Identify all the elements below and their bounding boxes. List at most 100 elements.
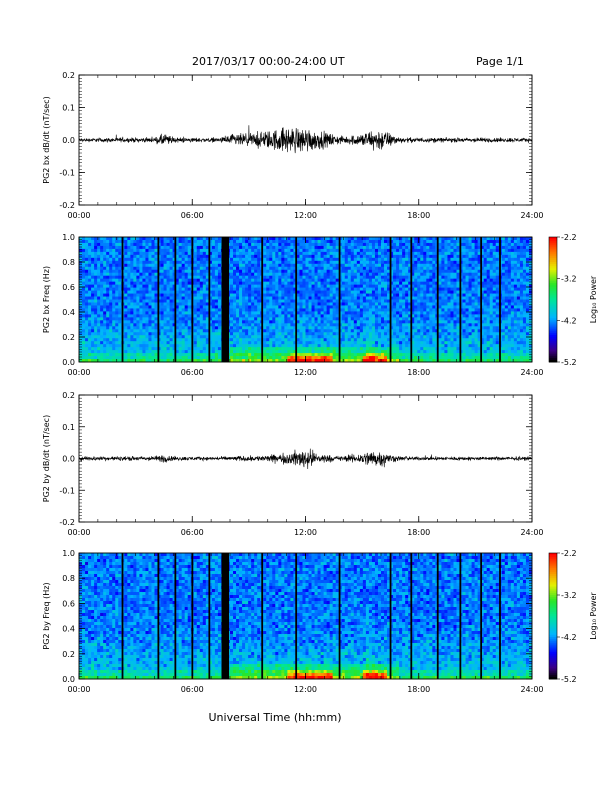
spectrogram-cell (100, 242, 104, 247)
spectrogram-cell (166, 290, 170, 294)
spectrogram-cell (350, 290, 355, 294)
spectrogram-cell (199, 320, 204, 324)
spectrogram-cell (214, 302, 219, 306)
y-tick-label: -0.2 (59, 201, 75, 210)
spectrogram-cell (332, 314, 337, 318)
spectrogram-cell (408, 338, 412, 342)
spectrogram-cell (199, 347, 204, 351)
spectrogram-cell (281, 281, 285, 286)
spectrogram-cell (344, 353, 349, 357)
spectrogram-cell (278, 356, 282, 360)
spectrogram-cell (329, 290, 334, 294)
spectrogram-cell (236, 359, 240, 363)
spectrogram-cell (233, 269, 237, 274)
spectrogram-cell (230, 275, 234, 280)
spectrogram-cell (100, 257, 104, 262)
spectrogram-cell (323, 299, 328, 303)
spectrogram-cell (169, 242, 174, 247)
spectrogram-cell (184, 284, 189, 288)
spectrogram-cell (79, 266, 83, 271)
spectrogram-cell (335, 323, 340, 327)
spectrogram-cell (130, 320, 134, 324)
spectrogram-cell (199, 293, 204, 297)
spectrogram-cell (124, 237, 128, 241)
spectrogram-cell (127, 287, 131, 291)
spectrogram-cell (314, 323, 318, 327)
spectrogram-cell (359, 257, 364, 262)
spectrogram-cell (275, 338, 279, 342)
spectrogram-cell (341, 329, 346, 333)
spectrogram-cell (133, 290, 137, 294)
spectrogram-cell (91, 237, 95, 241)
spectrogram-cell (272, 254, 276, 259)
spectrogram-cell (275, 353, 279, 357)
spectrogram-cell (245, 242, 249, 247)
spectrogram-cell (284, 323, 288, 327)
spectrogram-cell (163, 293, 167, 297)
spectrogram-cell (85, 257, 89, 262)
spectrogram-cell (230, 254, 234, 259)
spectrogram-cell (344, 257, 349, 262)
spectrogram-cell (130, 308, 134, 312)
spectrogram-cell (154, 269, 158, 274)
spectrogram-cell (381, 317, 385, 321)
spectrogram-cell (139, 254, 143, 259)
spectrogram-cell (205, 329, 210, 333)
spectrogram-cell (163, 296, 167, 300)
spectrogram-cell (236, 293, 240, 297)
spectrogram-cell (91, 350, 95, 354)
spectrogram-cell (236, 260, 240, 265)
spectrogram-cell (420, 308, 424, 312)
spectrogram-cell (160, 326, 164, 330)
spectrogram-cell (347, 311, 352, 315)
spectrogram-cell (350, 245, 355, 250)
spectrogram-cell (175, 251, 180, 256)
spectrogram-cell (275, 239, 279, 244)
spectrogram-cell (417, 341, 421, 345)
spectrogram-cell (347, 302, 352, 306)
spectrogram-cell (202, 341, 207, 345)
spectrogram-cell (208, 356, 213, 360)
spectrogram-cell (136, 287, 140, 291)
spectrogram-cell (184, 335, 189, 339)
spectrogram-cell (181, 242, 186, 247)
spectrogram-cell (359, 248, 364, 253)
spectrogram-cell (106, 269, 110, 274)
spectrogram-cell (169, 332, 174, 336)
spectrogram-cell (423, 311, 427, 315)
spectrogram-cell (202, 326, 207, 330)
spectrogram-cell (396, 239, 400, 244)
spectrogram-cell (311, 320, 315, 324)
spectrogram-cell (202, 314, 207, 318)
spectrogram-cell (347, 287, 352, 291)
spectrogram-cell (329, 314, 334, 318)
spectrogram-cell (402, 260, 406, 265)
spectrogram-cell (368, 311, 373, 315)
spectrogram-cell (251, 329, 255, 333)
spectrogram-cell (118, 335, 122, 339)
spectrogram-cell (353, 332, 358, 336)
spectrogram-cell (239, 356, 243, 360)
spectrogram-cell (284, 272, 288, 277)
spectrogram-cell (245, 329, 249, 333)
spectrogram-cell (414, 296, 418, 300)
spectrogram-cell (196, 263, 201, 268)
spectrogram-cell (305, 311, 309, 315)
spectrogram-cell (178, 359, 183, 363)
spectrogram-cell (109, 305, 113, 309)
spectrogram-cell (359, 329, 364, 333)
spectrogram-cell (94, 290, 98, 294)
spectrogram-cell (368, 272, 373, 277)
spectrogram-cell (278, 242, 282, 247)
spectrogram-cell (160, 299, 164, 303)
spectrogram-cell (284, 260, 288, 265)
spectrogram-cell (269, 290, 273, 294)
spectrogram-cell (257, 353, 261, 357)
spectrogram-cell (217, 353, 222, 357)
spectrogram-cell (248, 335, 252, 339)
spectrogram-cell (169, 237, 174, 241)
spectrogram-cell (417, 326, 421, 330)
spectrogram-cell (377, 272, 382, 277)
spectrogram-cell (393, 269, 397, 274)
spectrogram-cell (402, 269, 406, 274)
